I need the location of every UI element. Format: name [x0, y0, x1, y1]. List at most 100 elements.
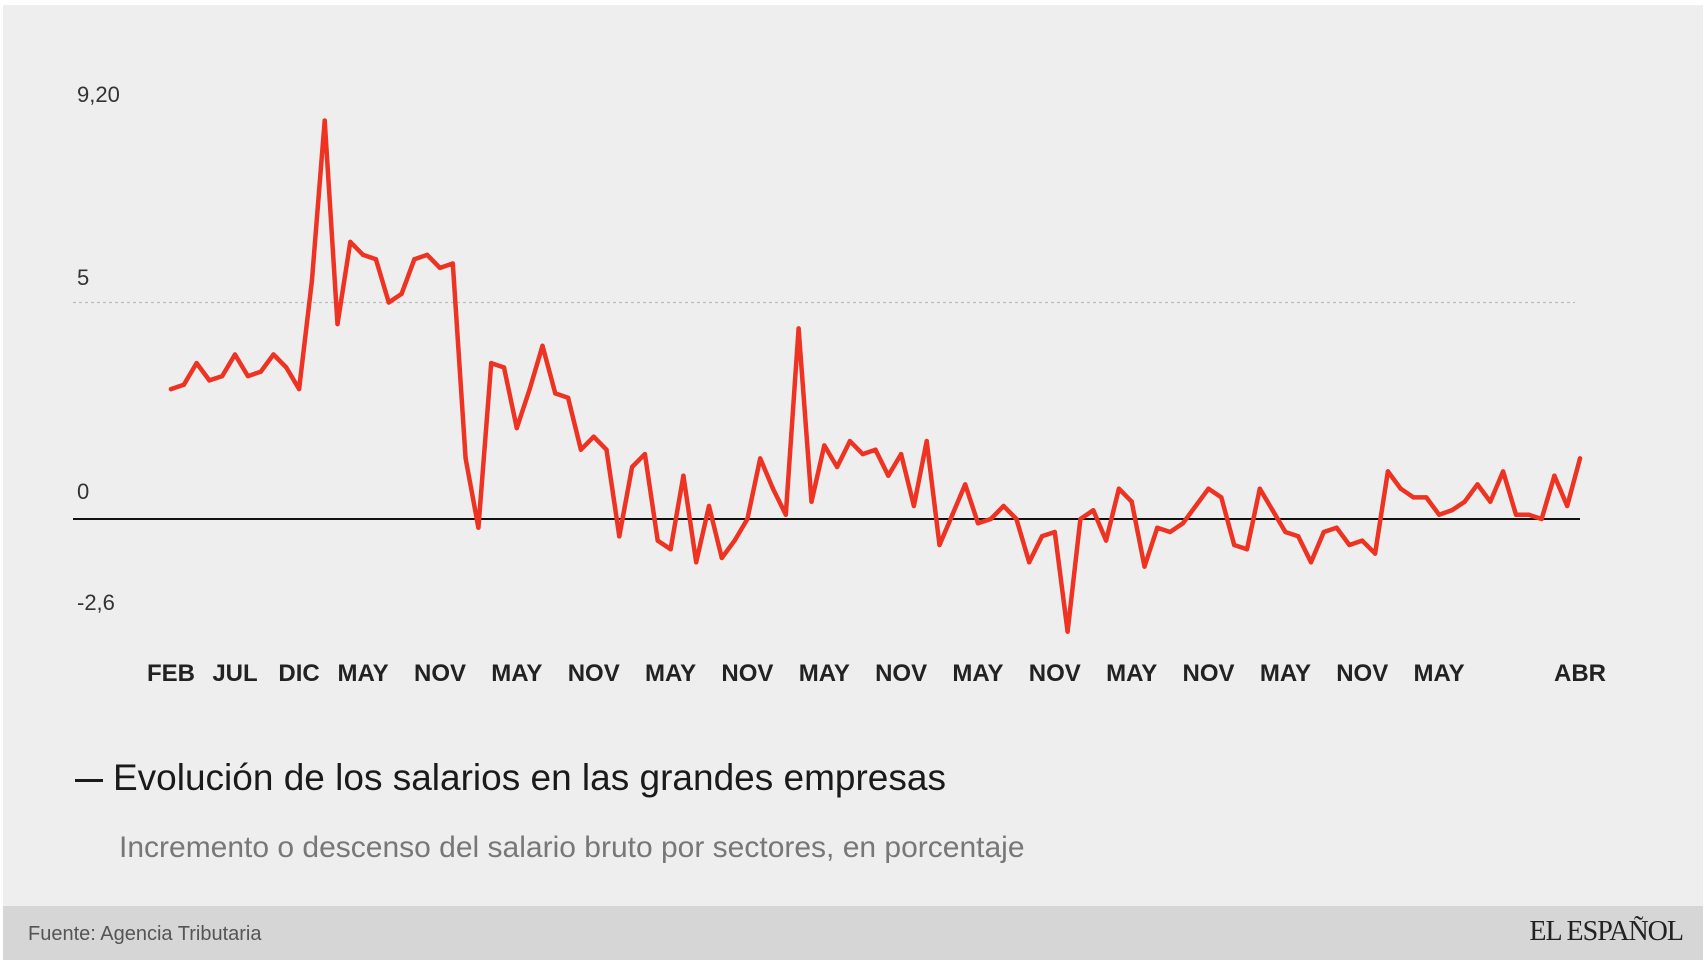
data-point [284, 365, 289, 370]
data-point [514, 425, 519, 431]
data-point [386, 300, 391, 305]
data-point [232, 352, 238, 357]
data-point [847, 438, 853, 444]
data-point [335, 321, 340, 327]
data-point [834, 464, 840, 470]
data-point [348, 239, 353, 245]
data-point [1142, 564, 1147, 569]
data-point [1334, 525, 1339, 530]
data-point [655, 538, 660, 543]
data-point [1027, 560, 1032, 565]
data-point [1436, 512, 1442, 517]
footer-bar: Fuente: Agencia Tributaria EL ESPAÑOL [3, 906, 1703, 960]
x-tick-label: ABR [1554, 660, 1606, 687]
data-point [617, 534, 622, 539]
data-point [1385, 469, 1391, 474]
x-tick-label: MAY [1106, 660, 1157, 687]
data-point [745, 516, 750, 522]
data-point [924, 438, 929, 444]
data-point [1167, 529, 1173, 535]
x-tick-label: JUL [212, 660, 257, 687]
data-point [1411, 495, 1416, 500]
title-dash-marker [75, 778, 103, 782]
data-point [1180, 521, 1186, 526]
data-point [719, 555, 724, 561]
data-point [783, 512, 788, 517]
data-point [1193, 503, 1198, 509]
data-point [1078, 516, 1083, 522]
source-note: Fuente: Agencia Tributaria [28, 923, 262, 945]
data-point [629, 464, 635, 470]
data-point [1206, 486, 1211, 491]
data-point [950, 512, 955, 517]
data-point [937, 542, 942, 548]
x-tick-label: NOV [1336, 660, 1388, 687]
data-point [681, 473, 686, 478]
data-point [1565, 503, 1570, 509]
chart-title-text: Evolución de los salarios en las grandes… [113, 757, 946, 798]
data-point [1577, 456, 1583, 461]
data-point [1116, 486, 1122, 491]
y-tick-label: 9,20 [77, 82, 120, 107]
data-point [1488, 499, 1493, 504]
x-tick-label: DIC [278, 660, 319, 687]
data-point [1321, 529, 1327, 535]
chart-card: 9,20 5 0 -2,6 FEB JUL DIC MAY NOV MAY NOV MAY NOV MA… [3, 5, 1703, 960]
data-point [309, 278, 315, 284]
data-point [463, 456, 468, 461]
data-point [988, 516, 993, 522]
data-point [642, 451, 648, 457]
data-point [501, 365, 507, 370]
data-point [1475, 482, 1480, 487]
data-point [1103, 538, 1109, 543]
data-point [758, 456, 763, 461]
data-point [886, 473, 891, 478]
x-tick-label: MAY [338, 660, 389, 687]
series-layer [168, 118, 1583, 634]
data-point [1500, 469, 1506, 474]
x-tick-label: MAY [1414, 660, 1465, 687]
y-tick-label: 5 [77, 265, 89, 290]
data-point [425, 252, 430, 258]
chart-title: Evolución de los salarios en las grandes… [75, 757, 946, 799]
el-espanol-logo: EL ESPAÑOL [1529, 916, 1684, 947]
data-point [1091, 508, 1096, 513]
data-point [822, 443, 827, 448]
x-tick-label: NOV [721, 660, 773, 687]
data-point [1539, 516, 1544, 522]
data-point [258, 369, 263, 374]
data-point [168, 386, 174, 392]
data-point [860, 451, 865, 457]
data-point [360, 252, 366, 258]
data-point [898, 451, 904, 457]
data-point [296, 386, 302, 392]
data-point [1155, 525, 1160, 530]
data-point [207, 378, 212, 383]
data-point [1014, 516, 1019, 522]
data-point [412, 257, 417, 262]
x-tick-label: FEB [147, 660, 195, 687]
data-point [975, 521, 981, 526]
data-point [399, 291, 404, 296]
data-point [578, 447, 584, 452]
data-point [1065, 629, 1070, 634]
data-point [1257, 486, 1263, 491]
x-tick-label: MAY [491, 660, 542, 687]
data-point [1462, 499, 1467, 504]
data-point [591, 434, 596, 439]
data-point [1296, 534, 1301, 539]
data-point [322, 118, 327, 123]
data-point [1372, 551, 1378, 556]
data-point [668, 547, 673, 552]
data-point [271, 352, 276, 357]
data-point [873, 447, 878, 452]
data-point [1424, 495, 1429, 500]
line-chart: 9,20 5 0 -2,6 FEB JUL DIC MAY NOV MAY NOV MAY NOV MA… [73, 82, 1606, 687]
x-tick-label: NOV [1182, 660, 1234, 687]
data-point [1308, 560, 1314, 565]
data-point [1270, 508, 1275, 513]
data-point [476, 525, 481, 530]
data-point [1398, 486, 1403, 491]
data-point [694, 560, 699, 565]
data-point [1283, 529, 1288, 535]
